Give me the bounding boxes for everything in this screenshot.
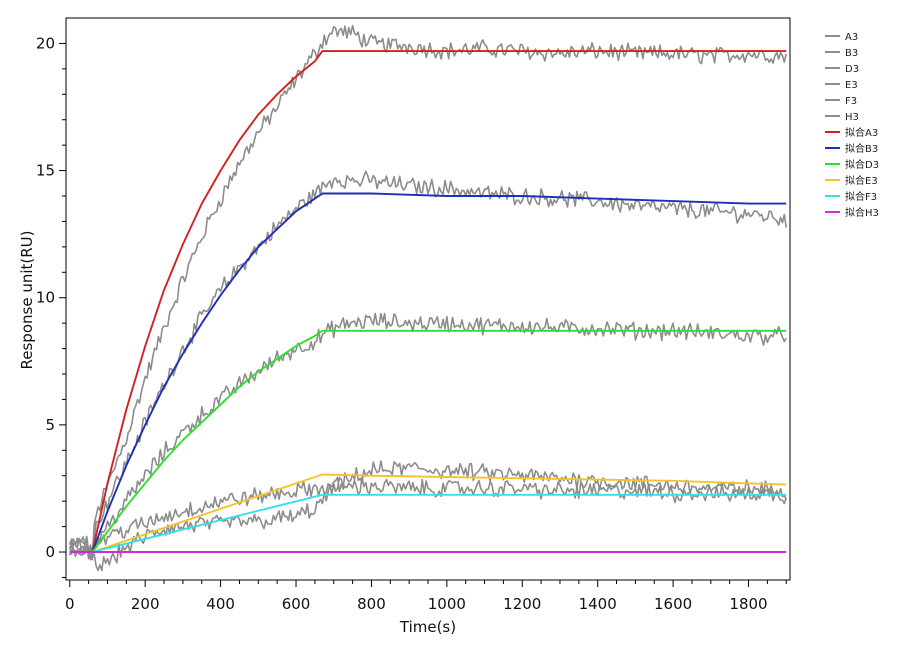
y-axis-title: Response unit(RU) — [18, 231, 36, 370]
legend-label-拟合B3: 拟合B3 — [845, 142, 878, 155]
series-layer — [69, 24, 787, 572]
series-line-拟合E3 — [69, 473, 787, 553]
x-tick-label: 1000 — [428, 595, 466, 613]
series-line-拟合A3 — [69, 50, 787, 553]
legend-label-H3: H3 — [845, 112, 859, 123]
y-tick-label: 5 — [45, 416, 55, 434]
x-tick-label: 1800 — [729, 595, 767, 613]
x-tick-label: 0 — [65, 595, 75, 613]
legend-label-拟合E3: 拟合E3 — [845, 174, 878, 187]
legend-label-E3: E3 — [845, 80, 858, 91]
series-line-拟合B3 — [69, 192, 787, 553]
x-tick-label: 200 — [131, 595, 160, 613]
x-tick-label: 1200 — [503, 595, 541, 613]
legend-label-拟合H3: 拟合H3 — [845, 206, 879, 219]
legend-label-B3: B3 — [845, 48, 858, 59]
y-tick-label: 20 — [36, 34, 55, 52]
legend-label-A3: A3 — [845, 32, 858, 43]
legend-label-拟合F3: 拟合F3 — [845, 190, 877, 203]
series-line-D3 — [69, 312, 787, 557]
x-tick-label: 1600 — [654, 595, 692, 613]
x-tick-label: 800 — [357, 595, 386, 613]
series-line-拟合D3 — [69, 329, 787, 553]
legend-label-拟合D3: 拟合D3 — [845, 158, 879, 171]
legend-label-F3: F3 — [845, 96, 857, 107]
series-line-拟合F3 — [69, 493, 787, 553]
y-tick-label: 10 — [36, 289, 55, 307]
y-tick-label: 0 — [45, 543, 55, 561]
legend: A3 B3 D3 E3 F3 H3 拟合A3 拟合B3 拟合D3 拟合E3 拟合F3 拟合H3 — [825, 32, 879, 219]
x-axis-title: Time(s) — [399, 618, 456, 636]
x-tick-label: 400 — [206, 595, 235, 613]
ticks-layer: 0 200 400 600 800 1000 1200 1400 1600 1800 0 5 10 15 2… — [36, 34, 787, 613]
x-tick-label: 600 — [282, 595, 311, 613]
legend-label-D3: D3 — [845, 64, 859, 75]
series-line-B3 — [69, 170, 787, 561]
x-tick-label: 1400 — [579, 595, 617, 613]
legend-label-拟合A3: 拟合A3 — [845, 126, 878, 139]
y-tick-label: 15 — [36, 162, 55, 180]
series-line-A3 — [69, 24, 787, 555]
